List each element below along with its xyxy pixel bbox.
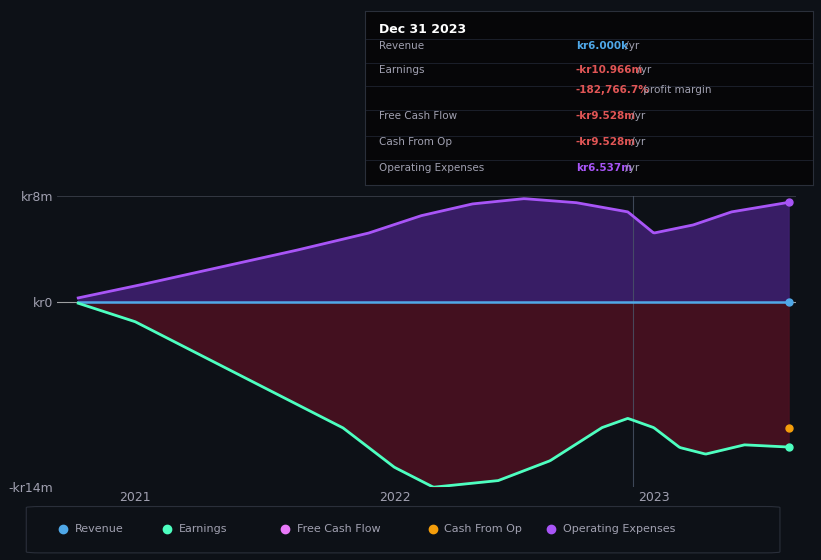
Text: Dec 31 2023: Dec 31 2023: [378, 24, 466, 36]
Text: -kr10.966m: -kr10.966m: [576, 66, 643, 76]
Text: Earnings: Earnings: [178, 524, 227, 534]
Text: kr6.000k: kr6.000k: [576, 41, 628, 51]
Text: /yr: /yr: [628, 137, 645, 147]
Text: Revenue: Revenue: [75, 524, 124, 534]
Text: /yr: /yr: [622, 41, 640, 51]
Text: Cash From Op: Cash From Op: [444, 524, 522, 534]
Text: Revenue: Revenue: [378, 41, 424, 51]
Text: -182,766.7%: -182,766.7%: [576, 85, 649, 95]
Text: /yr: /yr: [628, 110, 645, 120]
Text: Operating Expenses: Operating Expenses: [562, 524, 675, 534]
Text: -kr9.528m: -kr9.528m: [576, 110, 635, 120]
Text: /yr: /yr: [622, 162, 640, 172]
Text: Cash From Op: Cash From Op: [378, 137, 452, 147]
Text: /yr: /yr: [634, 66, 651, 76]
Text: -kr9.528m: -kr9.528m: [576, 137, 635, 147]
Text: Free Cash Flow: Free Cash Flow: [378, 110, 457, 120]
Text: Earnings: Earnings: [378, 66, 424, 76]
Text: Operating Expenses: Operating Expenses: [378, 162, 484, 172]
Text: Free Cash Flow: Free Cash Flow: [296, 524, 380, 534]
Text: profit margin: profit margin: [640, 85, 711, 95]
Text: kr6.537m: kr6.537m: [576, 162, 632, 172]
